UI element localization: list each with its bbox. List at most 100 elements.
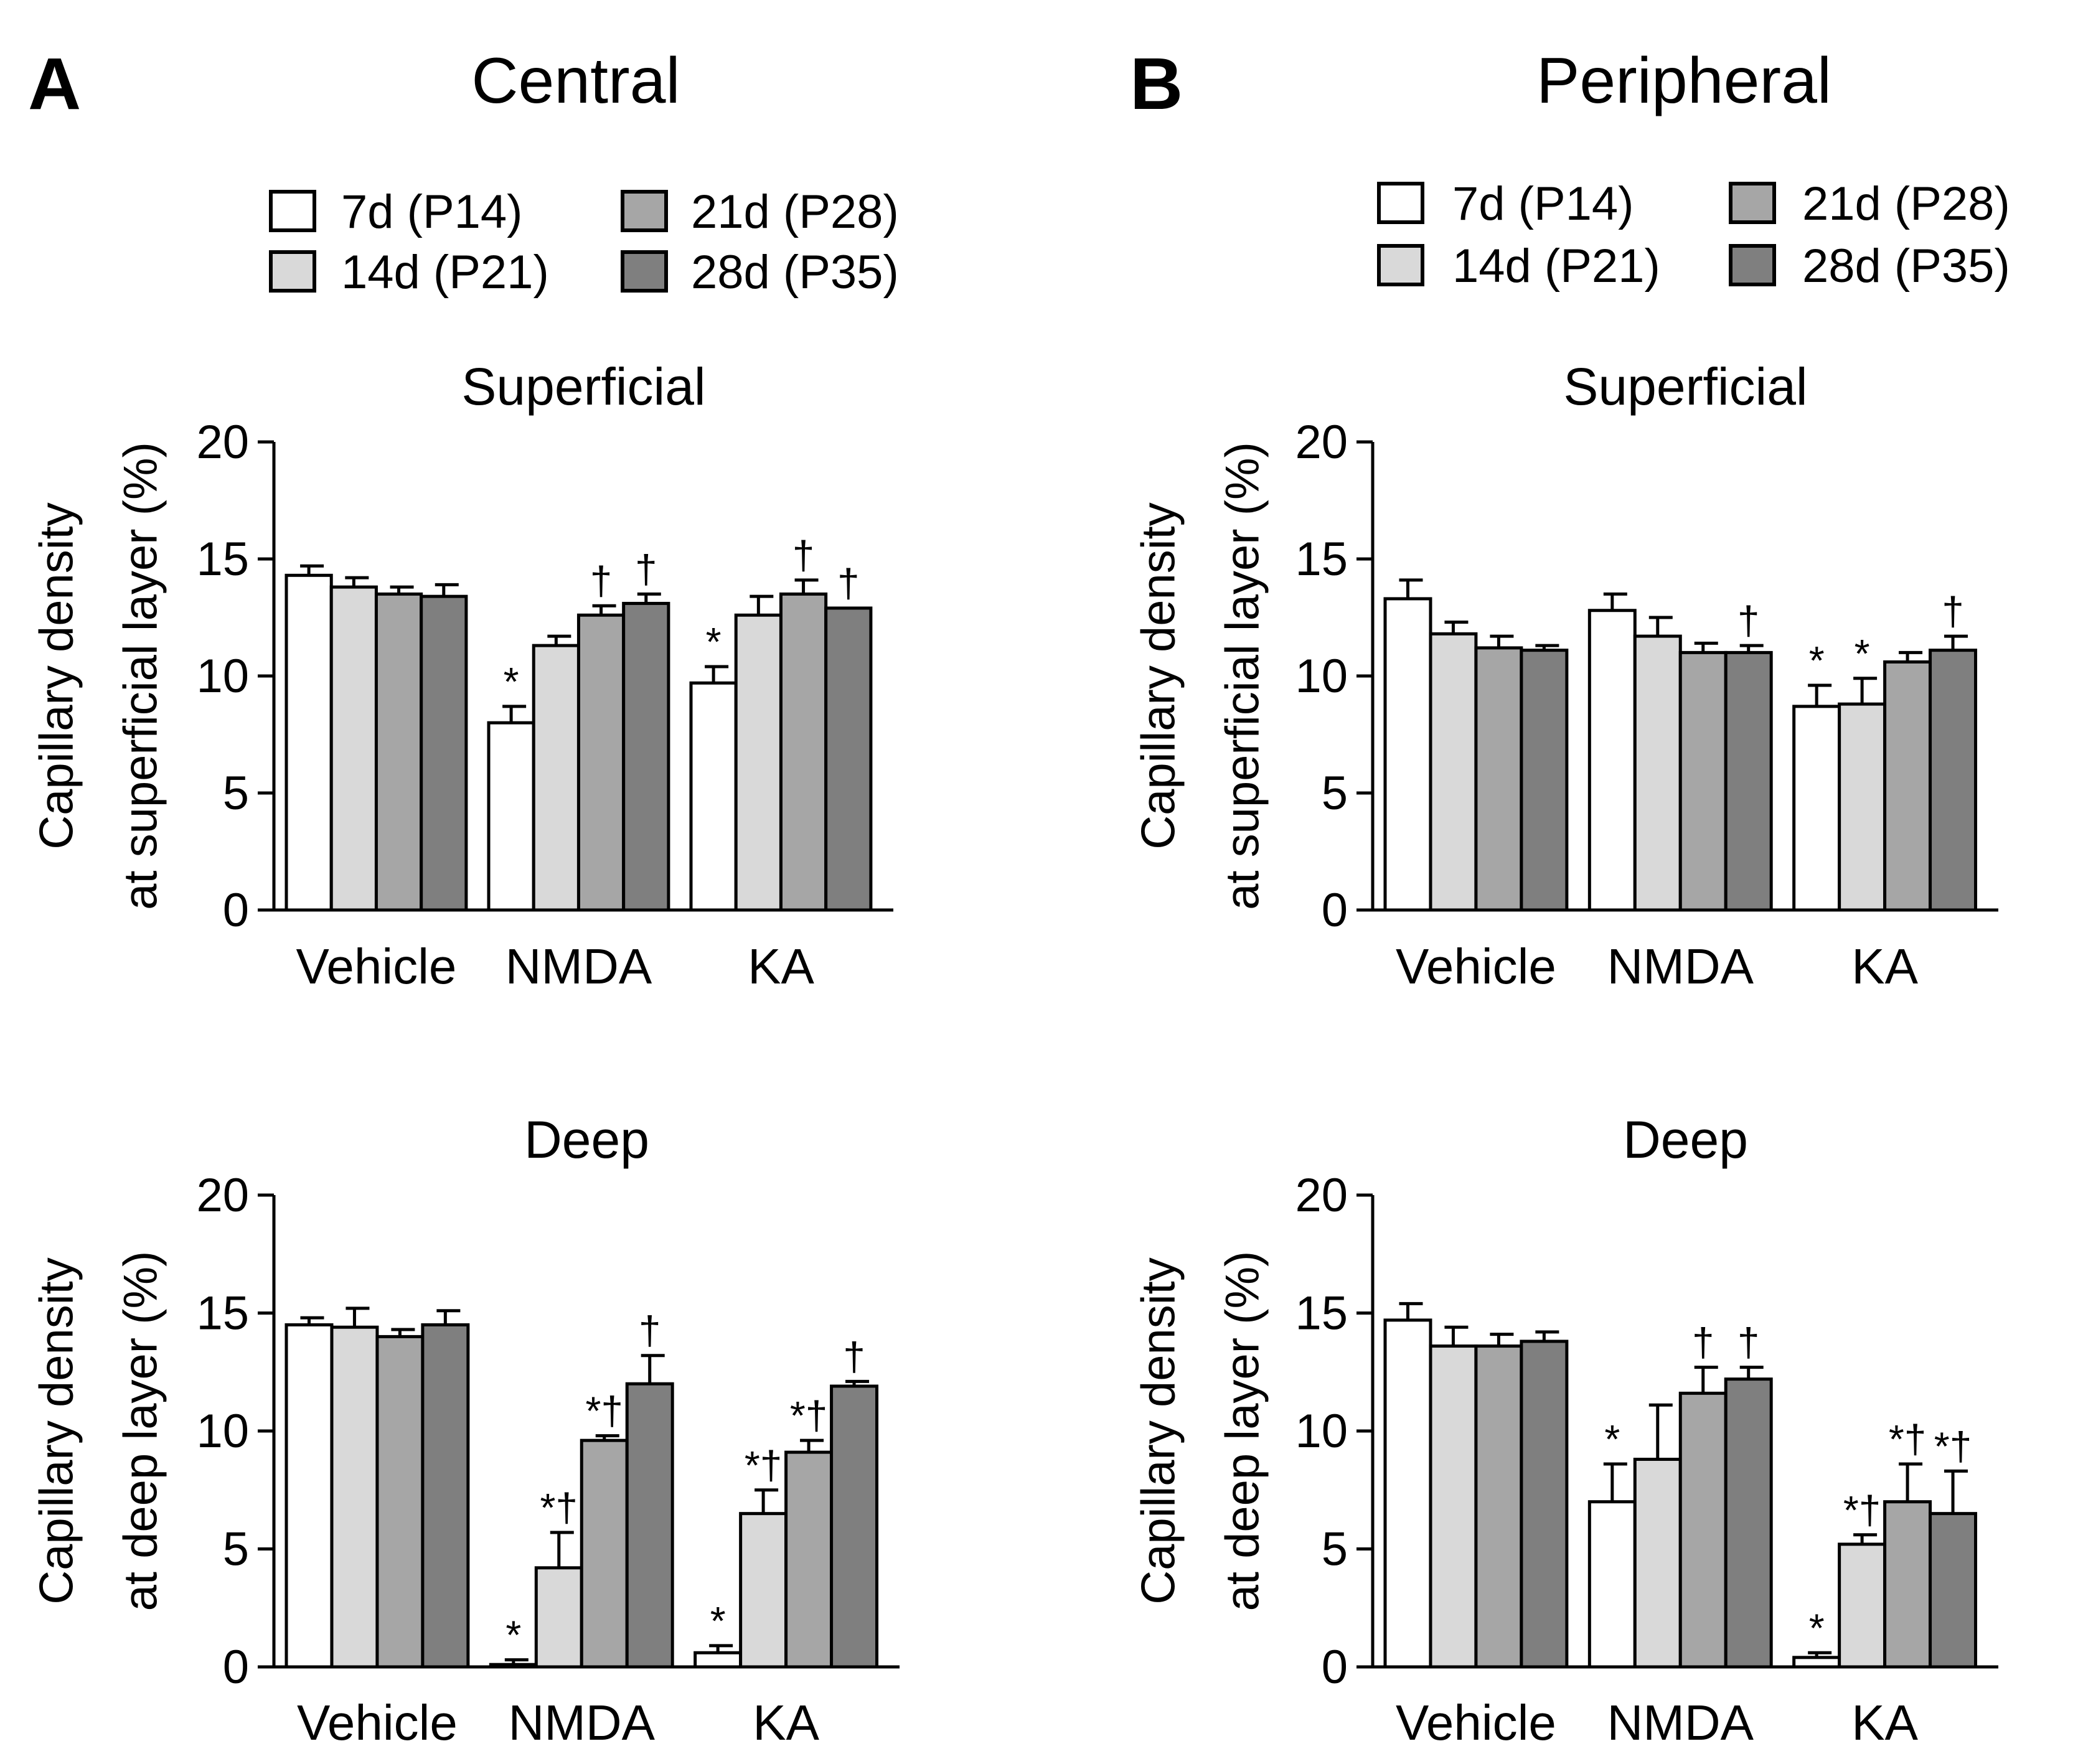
x-tick-label-nmda: NMDA: [505, 939, 652, 994]
significance-marker-nmda-14d-p21: *†: [540, 1485, 578, 1530]
legend-label-21d: 21d (P28): [691, 185, 899, 238]
bar-nmda-21d-p28: [1678, 1391, 1728, 1669]
y-axis-label-line2: at deep layer (%): [115, 1251, 167, 1612]
legend-swatch-7d: [269, 190, 316, 232]
bar-ka-7d-p14: [689, 681, 738, 912]
bar-nmda-28d-p35: [625, 1382, 674, 1669]
legend-label-21d: 21d (P28): [1802, 177, 2010, 230]
x-tick-label-vehicle: Vehicle: [1396, 939, 1556, 994]
legend-swatch-21d: [1729, 182, 1776, 224]
bar-nmda-14d-p21: [1633, 1457, 1682, 1669]
legend-label-14d: 14d (P21): [1452, 240, 1660, 293]
y-tick-label: 20: [196, 1169, 249, 1222]
legend-swatch-14d: [1377, 244, 1424, 286]
x-tick-label-nmda: NMDA: [508, 1695, 655, 1750]
panel-title-central: Central: [471, 45, 680, 117]
panel-letter-a: A: [28, 43, 81, 125]
significance-marker-ka-28d-p35: †: [843, 1334, 865, 1379]
significance-marker-nmda-7d-p14: *: [1604, 1417, 1620, 1461]
bar-ka-7d-p14: [693, 1651, 743, 1669]
y-axis-label-line2: at superficial layer (%): [115, 442, 167, 910]
panel-letter-b: B: [1130, 43, 1183, 125]
x-tick-label-vehicle: Vehicle: [296, 939, 456, 994]
significance-marker-ka-7d-p14: *: [1809, 638, 1825, 683]
y-tick-label: 15: [196, 533, 249, 586]
legend-swatch-28d: [621, 250, 668, 293]
bar-vehicle-14d-p21: [330, 1325, 379, 1669]
bar-vehicle-7d-p14: [284, 1323, 334, 1669]
bar-vehicle-7d-p14: [284, 573, 333, 912]
legend-label-7d: 7d (P14): [341, 185, 523, 238]
y-axis-label-line1: Capillary density: [31, 502, 83, 850]
y-tick-label: 5: [223, 767, 249, 820]
y-tick-label: 20: [1295, 1169, 1348, 1222]
y-tick-label: 0: [1322, 1641, 1348, 1694]
significance-marker-nmda-28d-p35: †: [639, 1308, 661, 1353]
bar-ka-14d-p21: [1838, 702, 1887, 912]
y-tick-label: 10: [1295, 650, 1348, 703]
bar-vehicle-21d-p28: [1474, 1344, 1523, 1669]
x-tick-label-ka: KA: [748, 939, 814, 994]
y-tick-label: 0: [223, 1641, 249, 1694]
y-tick-label: 5: [223, 1523, 249, 1576]
bar-nmda-28d-p35: [622, 601, 670, 912]
chart-central-superficial: Superficial Capillary density at superfici…: [31, 357, 893, 994]
bar-vehicle-28d-p35: [420, 594, 468, 912]
bar-vehicle-14d-p21: [1429, 632, 1478, 912]
bar-vehicle-7d-p14: [1383, 597, 1432, 912]
legend-label-28d: 28d (P35): [691, 246, 899, 299]
bar-ka-21d-p28: [1883, 1500, 1932, 1669]
significance-marker-ka-28d-p35: †: [837, 561, 860, 606]
bar-vehicle-14d-p21: [329, 585, 378, 912]
significance-marker-ka-28d-p35: †: [1942, 589, 1964, 634]
x-tick-label-nmda: NMDA: [1607, 939, 1754, 994]
bar-nmda-7d-p14: [489, 1663, 538, 1669]
bar-ka-21d-p28: [779, 592, 828, 912]
significance-marker-ka-7d-p14: *: [710, 1598, 726, 1643]
bar-vehicle-7d-p14: [1383, 1318, 1432, 1669]
bar-ka-21d-p28: [784, 1450, 834, 1669]
x-tick-label-ka: KA: [753, 1695, 819, 1750]
bar-vehicle-21d-p28: [375, 1335, 425, 1669]
y-tick-label: 10: [196, 1405, 249, 1458]
legend-label-7d: 7d (P14): [1452, 177, 1634, 230]
bar-nmda-7d-p14: [1587, 609, 1637, 912]
bar-nmda-21d-p28: [1678, 650, 1728, 912]
bar-ka-7d-p14: [1792, 705, 1841, 912]
legend-peripheral: 7d (P14) 14d (P21) 21d (P28) 28d (P35): [1377, 177, 2010, 293]
significance-marker-nmda-21d-p28: †: [590, 558, 613, 603]
y-tick-label: 20: [196, 416, 249, 469]
y-tick-label: 10: [1295, 1405, 1348, 1458]
y-tick-label: 10: [196, 650, 249, 703]
bar-nmda-14d-p21: [534, 1566, 583, 1669]
x-tick-label-vehicle: Vehicle: [297, 1695, 458, 1750]
bar-ka-28d-p35: [1929, 649, 1978, 912]
y-axis-label-line1: Capillary density: [31, 1257, 83, 1605]
y-tick-label: 5: [1322, 1523, 1348, 1576]
significance-marker-nmda-7d-p14: *: [504, 659, 519, 704]
bar-vehicle-21d-p28: [374, 592, 423, 912]
x-tick-label-ka: KA: [1851, 1695, 1918, 1750]
significance-marker-ka-28d-p35: *†: [1934, 1424, 1972, 1468]
y-axis-label-line1: Capillary density: [1132, 502, 1185, 850]
significance-marker-ka-14d-p21: *: [1855, 631, 1870, 676]
bar-nmda-14d-p21: [1633, 634, 1682, 912]
bar-ka-28d-p35: [830, 1384, 879, 1669]
bar-nmda-7d-p14: [487, 721, 535, 912]
panel-title-peripheral: Peripheral: [1536, 45, 1831, 117]
significance-marker-ka-14d-p21: *†: [745, 1443, 783, 1488]
bar-ka-14d-p21: [734, 613, 783, 912]
bar-ka-28d-p35: [824, 606, 873, 912]
y-tick-label: 15: [196, 1287, 249, 1340]
chart-central-deep: Deep Capillary density at deep layer (%) 0 5…: [31, 1110, 900, 1750]
y-tick-label: 15: [1295, 1287, 1348, 1340]
significance-marker-ka-21d-p28: †: [792, 533, 815, 578]
y-tick-label: 0: [1322, 884, 1348, 937]
chart-peripheral-deep: Deep Capillary density at deep layer (%) 0 5…: [1132, 1110, 1998, 1750]
bar-vehicle-21d-p28: [1474, 646, 1523, 912]
bar-vehicle-28d-p35: [421, 1323, 470, 1669]
bar-nmda-21d-p28: [580, 1438, 629, 1669]
legend-swatch-7d: [1377, 182, 1424, 224]
significance-marker-nmda-28d-p35: †: [1737, 598, 1760, 643]
